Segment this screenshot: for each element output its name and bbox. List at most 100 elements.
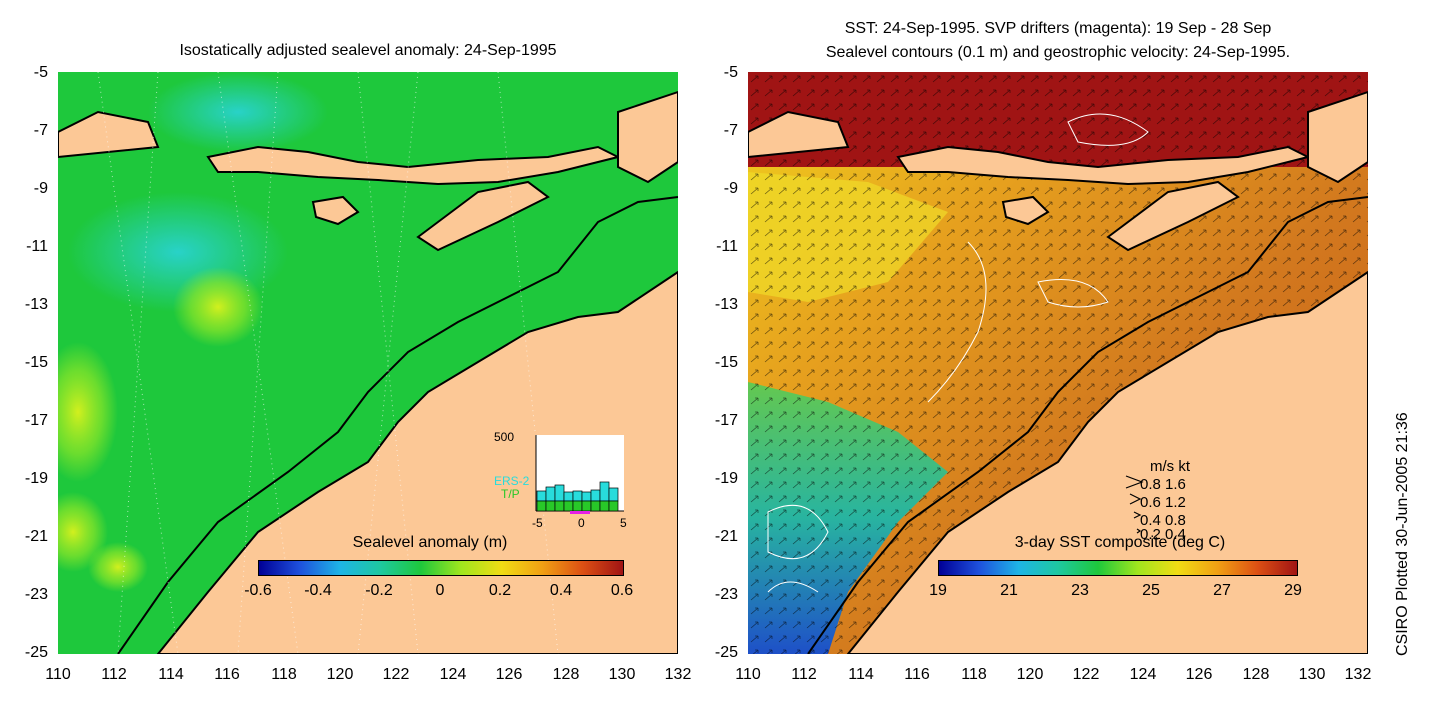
anomaly-high-sw2: [88, 542, 148, 592]
histogram-chart: [535, 435, 624, 514]
velocity-legend-row: 0.6 1.2: [1140, 494, 1186, 511]
histogram-tp-label: T/P: [501, 487, 520, 501]
x-tick: 110: [735, 666, 761, 683]
x-tick: 112: [791, 666, 817, 683]
y-tick: -19: [714, 470, 738, 487]
x-tick: 126: [1185, 666, 1213, 683]
y-tick: -11: [716, 238, 738, 255]
x-tick: 124: [1129, 666, 1157, 683]
velocity-legend-header: m/s kt: [1150, 458, 1190, 475]
x-tick: 124: [439, 666, 467, 683]
colorbar-tick: 29: [1284, 582, 1302, 599]
sst-map: [747, 72, 1369, 655]
y-tick: -5: [33, 64, 48, 81]
velocity-legend-row: 0.4 0.8: [1140, 512, 1186, 529]
velocity-legend-arrows: [1125, 475, 1144, 534]
sealevel-map-svg: [38, 71, 679, 655]
colorbar-tick: 25: [1142, 582, 1160, 599]
colorbar-tick: 0.4: [549, 582, 573, 599]
histogram-x-tick: 0: [578, 516, 585, 530]
sst-colorbar: [938, 560, 1298, 576]
histogram-ers2-bars: [536, 481, 619, 502]
sealevel-colorbar: [258, 560, 624, 576]
histogram-x-tick: 5: [620, 516, 627, 530]
right-panel-title-line2: Sealevel contours (0.1 m) and geostrophi…: [825, 44, 1291, 61]
left-colorbar-label: Sealevel anomaly (m): [352, 534, 508, 551]
colorbar-tick: -0.2: [365, 582, 393, 599]
histogram-x-tick: -5: [532, 516, 543, 530]
x-tick: 122: [1072, 666, 1100, 683]
x-tick: 128: [552, 666, 580, 683]
colorbar-tick: 27: [1213, 582, 1231, 599]
colorbar-tick: 0.6: [610, 582, 634, 599]
histogram-ers2-label: ERS-2: [494, 474, 530, 488]
colorbar-tick: 21: [1000, 582, 1018, 599]
histogram-magenta-marker: [570, 511, 590, 514]
y-tick: -9: [33, 180, 48, 197]
sumba-island: [311, 195, 360, 226]
y-tick: -15: [714, 354, 738, 371]
x-tick: 128: [1242, 666, 1270, 683]
y-tick: -21: [24, 528, 48, 545]
sealevel-map: [38, 71, 679, 655]
y-tick: -15: [24, 354, 48, 371]
y-tick: -25: [24, 644, 48, 661]
y-tick: -7: [723, 122, 738, 139]
shelf-contour: [807, 196, 1369, 655]
x-tick: 110: [45, 666, 71, 683]
y-tick: -19: [24, 470, 48, 487]
y-tick: -23: [714, 586, 738, 603]
colorbar-tick: 0.2: [488, 582, 512, 599]
x-tick: 112: [101, 666, 127, 683]
y-tick: -5: [723, 64, 738, 81]
australia-land: [155, 270, 679, 655]
x-tick: 114: [158, 666, 184, 683]
y-tick: -13: [24, 296, 48, 313]
plotted-timestamp: CSIRO Plotted 30-Jun-2005 21:36: [1394, 412, 1411, 656]
y-tick: -25: [714, 644, 738, 661]
colorbar-tick: 19: [929, 582, 947, 599]
y-tick: -23: [24, 586, 48, 603]
colorbar-tick: 0: [435, 582, 445, 599]
left-panel-title: Isostatically adjusted sealevel anomaly:…: [179, 42, 557, 59]
x-tick: 126: [495, 666, 523, 683]
anomaly-high: [173, 267, 263, 347]
australia-land: [845, 270, 1369, 655]
y-tick: -9: [723, 180, 738, 197]
eastern-islands: [617, 90, 679, 184]
java-land: [57, 110, 160, 159]
x-tick: 114: [848, 666, 874, 683]
sst-map-svg: [747, 72, 1369, 655]
y-tick: -21: [714, 528, 738, 545]
y-tick: -17: [714, 412, 738, 429]
colorbar-tick: -0.6: [244, 582, 272, 599]
y-tick: -7: [33, 122, 48, 139]
x-tick: 116: [904, 666, 930, 683]
timor-island: [416, 180, 550, 252]
x-tick: 120: [326, 666, 354, 683]
velocity-legend-row: 0.8 1.6: [1140, 476, 1186, 493]
colorbar-tick: 23: [1071, 582, 1089, 599]
x-tick: 130: [1298, 666, 1326, 683]
timor-island: [1106, 180, 1240, 252]
right-panel-title-line1: SST: 24-Sep-1995. SVP drifters (magenta)…: [844, 20, 1272, 37]
x-tick: 132: [1344, 666, 1372, 683]
sealevel-contours: [767, 113, 1149, 593]
x-tick: 118: [271, 666, 297, 683]
eastern-islands: [1307, 90, 1369, 184]
shelf-contour: [117, 196, 679, 655]
y-tick: -13: [714, 296, 738, 313]
histogram-tp-bars: [536, 500, 619, 512]
x-tick: 132: [664, 666, 692, 683]
anomaly-high-west: [38, 342, 118, 482]
right-colorbar-label: 3-day SST composite (deg C): [1014, 534, 1226, 551]
x-tick: 120: [1016, 666, 1044, 683]
y-tick: -11: [26, 238, 48, 255]
y-tick: -17: [24, 412, 48, 429]
x-tick: 116: [214, 666, 240, 683]
anomaly-low-north: [148, 72, 328, 152]
velocity-legend-row: 0.2 0.4: [1140, 526, 1186, 543]
x-tick: 130: [608, 666, 636, 683]
colorbar-tick: -0.4: [304, 582, 332, 599]
histogram-max-label: 500: [494, 430, 515, 444]
